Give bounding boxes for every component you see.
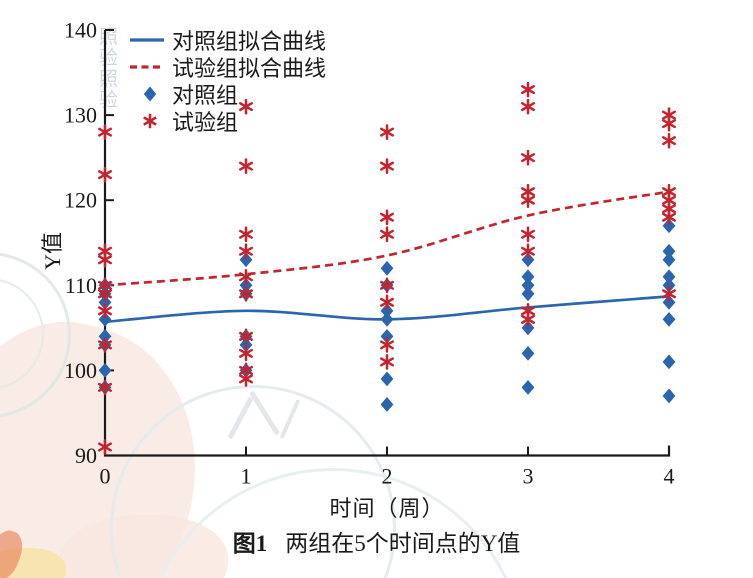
test-point bbox=[98, 285, 112, 302]
test-point bbox=[239, 243, 253, 260]
control-point bbox=[98, 363, 112, 378]
y-tick-label: 110 bbox=[65, 273, 97, 298]
legend-item-test: 试验组 bbox=[128, 107, 326, 135]
test-point bbox=[239, 371, 253, 387]
control-point bbox=[239, 277, 253, 293]
test-point bbox=[380, 337, 394, 353]
control-point bbox=[662, 294, 676, 310]
test-point bbox=[98, 166, 112, 183]
test-point bbox=[239, 158, 253, 175]
figure-caption: 图1 两组在5个时间点的Y值 bbox=[0, 524, 753, 558]
legend: 对照组拟合曲线 试验组拟合曲线 对照组 试验组 bbox=[128, 26, 327, 135]
test-fit-line bbox=[104, 190, 670, 287]
legend-item-control: 对照组 bbox=[128, 80, 326, 108]
test-point bbox=[521, 98, 535, 115]
control-point bbox=[662, 311, 676, 327]
x-tick-label: 0 bbox=[100, 464, 111, 489]
control-point bbox=[662, 252, 676, 268]
control-point bbox=[521, 252, 535, 268]
test-point bbox=[239, 226, 253, 243]
y-tick-label: 130 bbox=[64, 103, 97, 128]
control-point bbox=[662, 243, 676, 259]
control-point bbox=[380, 397, 394, 412]
test-point bbox=[521, 311, 535, 328]
legend-label: 对照组 bbox=[172, 82, 239, 108]
control-point bbox=[662, 218, 676, 234]
legend-item-control-fit: 对照组拟合曲线 bbox=[128, 26, 327, 54]
control-point bbox=[521, 380, 535, 395]
solid-line-icon bbox=[128, 36, 172, 44]
diamond-icon bbox=[128, 85, 172, 103]
test-point bbox=[98, 302, 112, 319]
y-tick-label: 90 bbox=[75, 443, 97, 468]
x-tick-label: 4 bbox=[664, 464, 675, 489]
control-point bbox=[521, 320, 535, 336]
control-point bbox=[380, 371, 394, 387]
control-point bbox=[662, 354, 676, 370]
control-point bbox=[380, 303, 394, 319]
x-axis-title: 时间（周） bbox=[329, 496, 445, 521]
x-tick-label: 3 bbox=[523, 464, 534, 489]
test-point bbox=[521, 226, 535, 243]
test-point bbox=[239, 98, 253, 115]
scatter-plot: 90 100 110 120 130 140 0 1 2 3 4 bbox=[64, 18, 676, 489]
control-point bbox=[239, 252, 253, 268]
test-point bbox=[521, 243, 535, 260]
legend-label: 对照组拟合曲线 bbox=[172, 28, 327, 54]
figure-caption-text: 两组在5个时间点的Y值 bbox=[285, 531, 521, 556]
control-point bbox=[380, 328, 394, 344]
figure-number: 图1 bbox=[232, 531, 268, 556]
control-point bbox=[521, 277, 535, 293]
control-point bbox=[380, 311, 394, 327]
control-point bbox=[662, 277, 676, 293]
test-point bbox=[239, 268, 253, 285]
control-point bbox=[521, 286, 535, 302]
y-tick-label: 120 bbox=[64, 188, 97, 213]
test-point bbox=[239, 328, 253, 345]
control-point bbox=[662, 269, 676, 285]
dashed-line-icon bbox=[128, 63, 172, 71]
x-tick-label: 2 bbox=[382, 464, 393, 489]
test-point bbox=[380, 158, 394, 175]
test-point bbox=[380, 124, 394, 140]
test-point bbox=[380, 226, 394, 243]
y-axis-title: Y值 bbox=[40, 232, 65, 270]
test-point bbox=[662, 132, 676, 149]
control-point bbox=[521, 345, 535, 361]
test-point bbox=[521, 149, 535, 166]
control-point bbox=[380, 260, 394, 276]
test-point bbox=[380, 209, 394, 226]
y-tick-label: 140 bbox=[64, 18, 97, 43]
test-point bbox=[662, 115, 676, 132]
test-point bbox=[98, 124, 112, 140]
test-point bbox=[521, 192, 535, 209]
test-point bbox=[239, 285, 253, 302]
test-point bbox=[239, 345, 253, 362]
y-tick-label: 100 bbox=[64, 358, 97, 383]
test-point bbox=[380, 277, 394, 294]
test-point bbox=[98, 439, 112, 455]
legend-label: 试验组拟合曲线 bbox=[172, 55, 327, 81]
control-point bbox=[662, 388, 676, 404]
test-point bbox=[521, 81, 535, 98]
control-point bbox=[239, 337, 253, 353]
test-point bbox=[662, 285, 676, 302]
legend-item-test-fit: 试验组拟合曲线 bbox=[128, 53, 327, 81]
legend-label: 试验组 bbox=[172, 109, 239, 135]
control-point bbox=[521, 269, 535, 285]
test-point bbox=[380, 354, 394, 370]
x-tick-label: 1 bbox=[241, 464, 252, 489]
asterisk-icon bbox=[128, 112, 172, 130]
test-point bbox=[380, 294, 394, 311]
test-point bbox=[98, 251, 112, 268]
test-point bbox=[662, 209, 676, 226]
